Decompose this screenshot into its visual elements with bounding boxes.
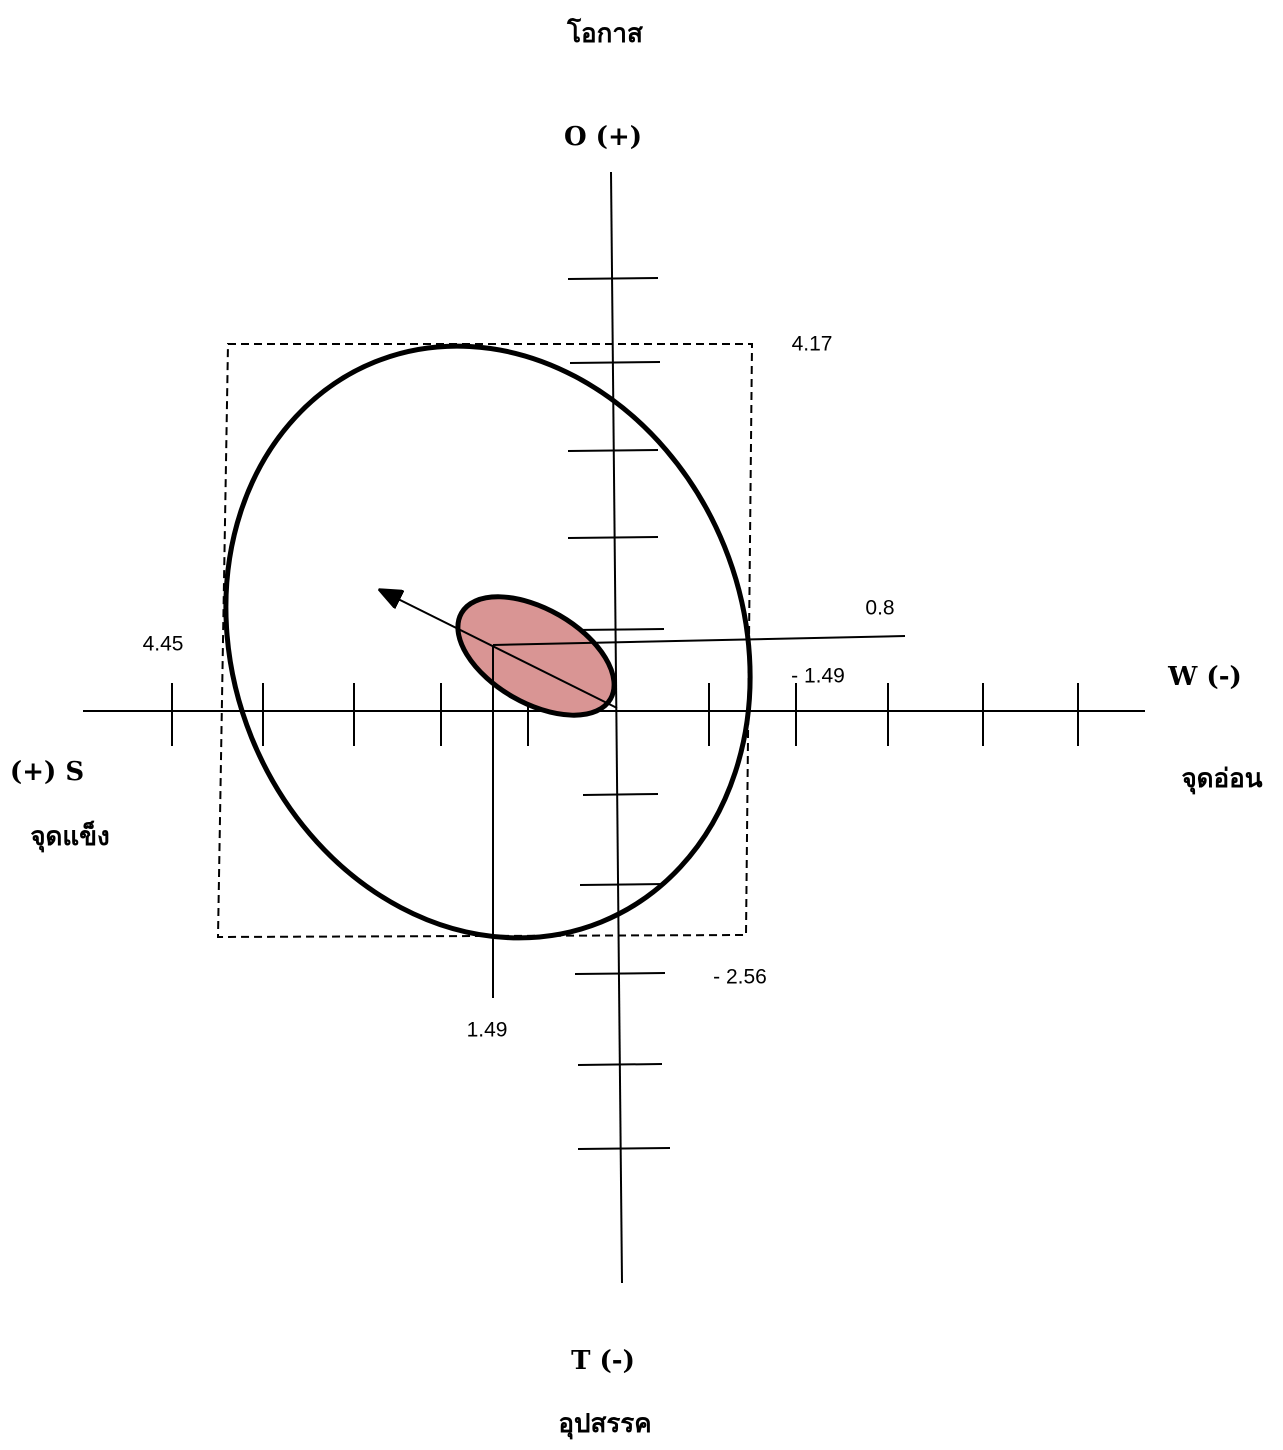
axis-title: โอกาส [566, 17, 643, 49]
strategy-arrow [382, 591, 618, 709]
tick [567, 449, 659, 452]
value-label: - 1.49 [791, 665, 845, 688]
axis-title: จุดแข็ง [30, 820, 109, 853]
axis-title: อุปสรรค [558, 1409, 651, 1440]
y-axis [610, 171, 623, 1284]
inner-ellipse [455, 594, 617, 718]
outer-ellipse [223, 343, 753, 941]
axis-title: จุดอ่อน [1181, 764, 1262, 795]
tick [567, 536, 659, 539]
tick [582, 793, 659, 796]
axis-label: O (+) [564, 122, 642, 152]
axis-label: T (-) [571, 1346, 635, 1376]
tick [569, 361, 661, 364]
value-label: 0.8 [865, 597, 894, 620]
tick [579, 883, 666, 886]
axis-label: W (-) [1167, 662, 1242, 692]
axis-label: (+) S [10, 757, 84, 787]
value-label: 4.17 [792, 333, 833, 356]
value-label: - 2.56 [713, 966, 767, 989]
tick [577, 1063, 663, 1066]
dashed-box [216, 343, 754, 939]
value-label: 1.49 [467, 1019, 508, 1042]
tick [577, 1147, 671, 1150]
tick [574, 972, 666, 975]
tick [574, 628, 665, 631]
value-label: 4.45 [143, 633, 184, 656]
reference-line [492, 635, 906, 646]
tick [567, 277, 659, 280]
axes [83, 171, 1145, 1284]
